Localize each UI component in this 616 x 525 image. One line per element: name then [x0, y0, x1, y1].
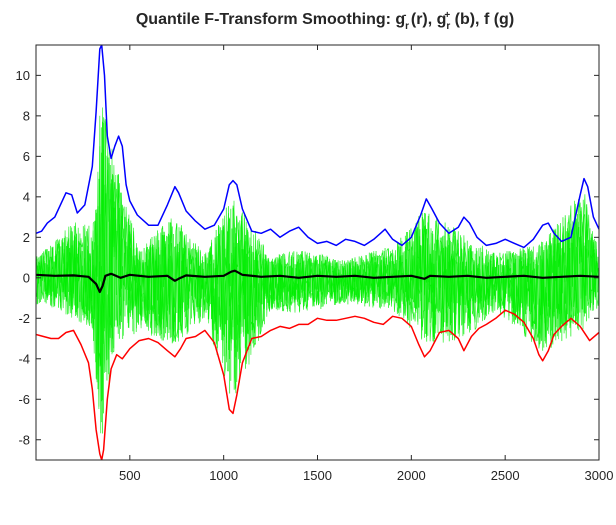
- title-part: (r), g: [406, 11, 446, 28]
- y-tick-label: 10: [16, 68, 30, 83]
- y-tick-label: 2: [23, 230, 30, 245]
- smoothed-line: [36, 269, 599, 294]
- title-part: +: [444, 10, 450, 21]
- x-tick-label: 2500: [491, 468, 520, 483]
- x-tick-label: 3000: [585, 468, 614, 483]
- y-tick-label: 8: [23, 108, 30, 123]
- title-part: r: [405, 21, 409, 32]
- x-tick-label: 1500: [303, 468, 332, 483]
- upper-quantile-line: [36, 45, 599, 249]
- title-part: (b), f (g): [450, 11, 514, 28]
- signal-trace: [36, 107, 599, 410]
- y-tick-label: -4: [18, 351, 30, 366]
- plot-area: [36, 45, 599, 460]
- x-tick-label: 1000: [209, 468, 238, 483]
- y-tick-label: 6: [23, 149, 30, 164]
- x-axis: 500 1000 1500 2000 2500 3000: [119, 45, 613, 483]
- chart-title: Quantile F-Transform Smoothing: gr- (r),…: [136, 10, 514, 32]
- title-part: Quantile F-Transform Smoothing: g: [136, 11, 405, 28]
- y-tick-label: -6: [18, 392, 30, 407]
- title-part: r: [446, 21, 450, 32]
- y-tick-label: 0: [23, 270, 30, 285]
- x-tick-label: 500: [119, 468, 141, 483]
- y-tick-label: -8: [18, 432, 30, 447]
- lower-quantile-line: [36, 309, 599, 460]
- x-tick-label: 2000: [397, 468, 426, 483]
- title-part: -: [403, 10, 406, 21]
- y-axis: -8 -6 -4 -2 0 2 4 6 8 10: [16, 68, 599, 447]
- y-tick-label: -2: [18, 311, 30, 326]
- y-tick-label: 4: [23, 189, 30, 204]
